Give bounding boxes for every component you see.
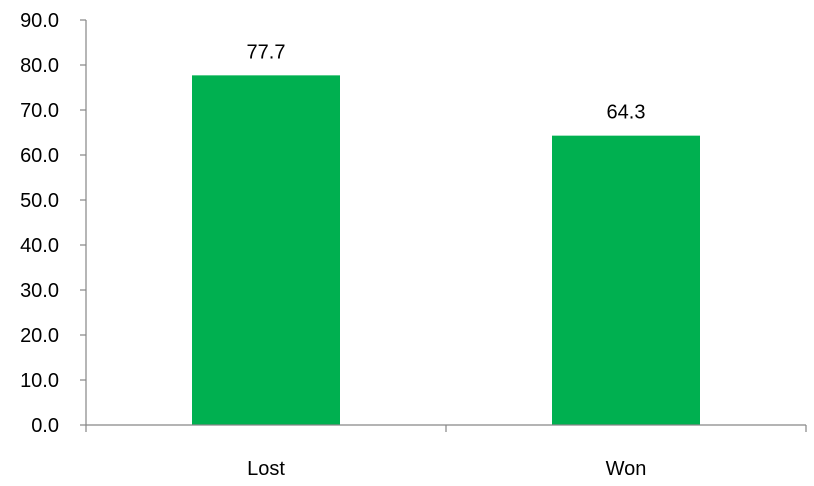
y-tick-label: 60.0 <box>20 145 59 167</box>
bar-lost <box>192 75 340 425</box>
y-tick-label: 90.0 <box>20 10 59 32</box>
y-axis: 0.0 10.0 20.0 30.0 40.0 50.0 60.0 70.0 80.0 90.0 <box>20 10 87 437</box>
data-label-won: 64.3 <box>607 102 646 124</box>
x-category-label-lost: Lost <box>247 458 285 480</box>
data-label-lost: 77.7 <box>247 41 286 63</box>
y-tick-label: 20.0 <box>20 325 59 347</box>
y-tick-label: 80.0 <box>20 55 59 77</box>
y-tick-label: 10.0 <box>20 370 59 392</box>
y-tick-label: 70.0 <box>20 100 59 122</box>
y-tick-label: 50.0 <box>20 190 59 212</box>
bar-won <box>552 135 700 425</box>
y-tick-label: 40.0 <box>20 235 59 257</box>
x-category-label-won: Won <box>606 458 647 480</box>
x-axis: Lost Won <box>85 424 807 480</box>
bars-group <box>192 75 700 425</box>
y-tick-label: 0.0 <box>31 415 59 437</box>
y-tick-label: 30.0 <box>20 280 59 302</box>
data-labels-group: 77.7 64.3 <box>247 41 646 123</box>
